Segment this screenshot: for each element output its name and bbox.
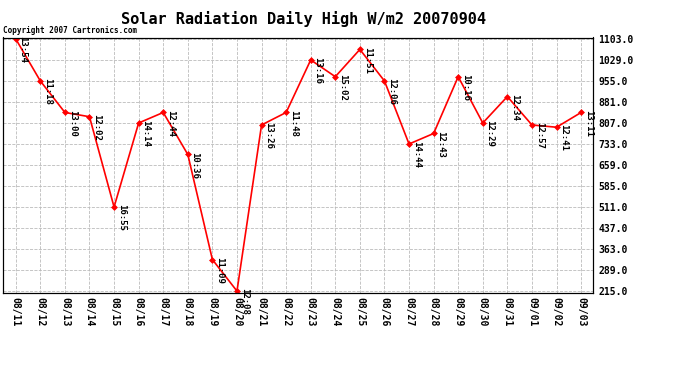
Text: 16:55: 16:55 [117,204,126,231]
Text: 13:26: 13:26 [264,122,273,149]
Text: 12:43: 12:43 [436,131,446,158]
Text: 13:16: 13:16 [313,57,322,84]
Text: 11:51: 11:51 [363,46,372,74]
Text: 12:34: 12:34 [510,94,519,121]
Text: 12:06: 12:06 [387,78,396,105]
Text: 12:02: 12:02 [92,114,101,141]
Text: 12:08: 12:08 [239,288,249,315]
Text: 12:41: 12:41 [560,124,569,152]
Text: 13:54: 13:54 [19,36,28,63]
Text: 15:02: 15:02 [338,74,347,101]
Text: 13:11: 13:11 [584,110,593,136]
Text: Copyright 2007 Cartronics.com: Copyright 2007 Cartronics.com [3,26,137,35]
Text: 12:29: 12:29 [486,120,495,147]
Text: 11:48: 11:48 [289,110,298,136]
Text: Solar Radiation Daily High W/m2 20070904: Solar Radiation Daily High W/m2 20070904 [121,11,486,27]
Text: 12:57: 12:57 [535,122,544,149]
Text: 12:44: 12:44 [166,110,175,136]
Text: 10:36: 10:36 [190,152,199,178]
Text: 11:18: 11:18 [43,78,52,105]
Text: 11:09: 11:09 [215,257,224,284]
Text: 10:16: 10:16 [461,74,470,101]
Text: 14:44: 14:44 [412,141,421,168]
Text: 14:14: 14:14 [141,120,150,147]
Text: 13:00: 13:00 [68,110,77,136]
